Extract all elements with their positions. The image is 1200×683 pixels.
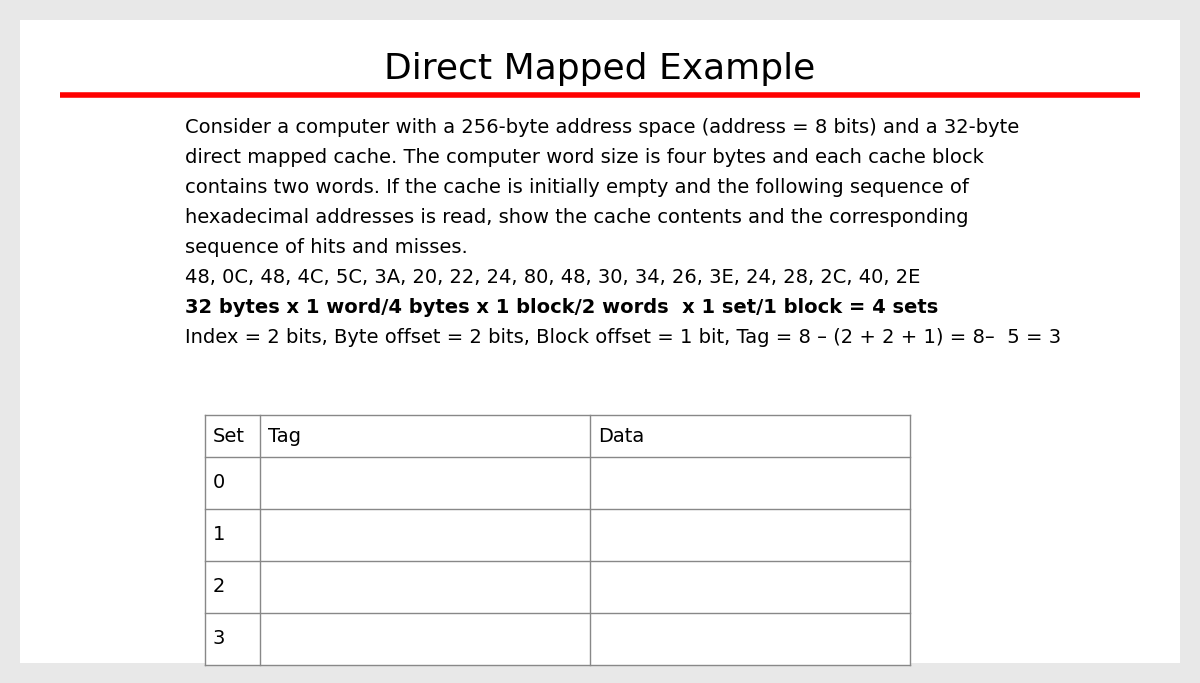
Text: 1: 1 [214, 525, 226, 544]
Text: direct mapped cache. The computer word size is four bytes and each cache block: direct mapped cache. The computer word s… [185, 148, 984, 167]
Text: 0: 0 [214, 473, 226, 492]
Text: 32 bytes x 1 word/4 bytes x 1 block/2 words  x 1 set/1 block = 4 sets: 32 bytes x 1 word/4 bytes x 1 block/2 wo… [185, 298, 938, 317]
Text: Direct Mapped Example: Direct Mapped Example [384, 52, 816, 86]
Text: sequence of hits and misses.: sequence of hits and misses. [185, 238, 468, 257]
Text: Index = 2 bits, Byte offset = 2 bits, Block offset = 1 bit, Tag = 8 – (2 + 2 + 1: Index = 2 bits, Byte offset = 2 bits, Bl… [185, 328, 1061, 347]
Text: hexadecimal addresses is read, show the cache contents and the corresponding: hexadecimal addresses is read, show the … [185, 208, 968, 227]
Text: Consider a computer with a 256-byte address space (address = 8 bits) and a 32-by: Consider a computer with a 256-byte addr… [185, 118, 1019, 137]
Bar [205, 415, 910, 665]
Text: Data: Data [598, 426, 644, 445]
Text: 3: 3 [214, 630, 226, 648]
Text: contains two words. If the cache is initially empty and the following sequence o: contains two words. If the cache is init… [185, 178, 968, 197]
Text: Tag: Tag [268, 426, 301, 445]
Text: 48, 0C, 48, 4C, 5C, 3A, 20, 22, 24, 80, 48, 30, 34, 26, 3E, 24, 28, 2C, 40, 2E: 48, 0C, 48, 4C, 5C, 3A, 20, 22, 24, 80, … [185, 268, 920, 287]
Text: Set: Set [214, 426, 245, 445]
Text: 2: 2 [214, 578, 226, 596]
